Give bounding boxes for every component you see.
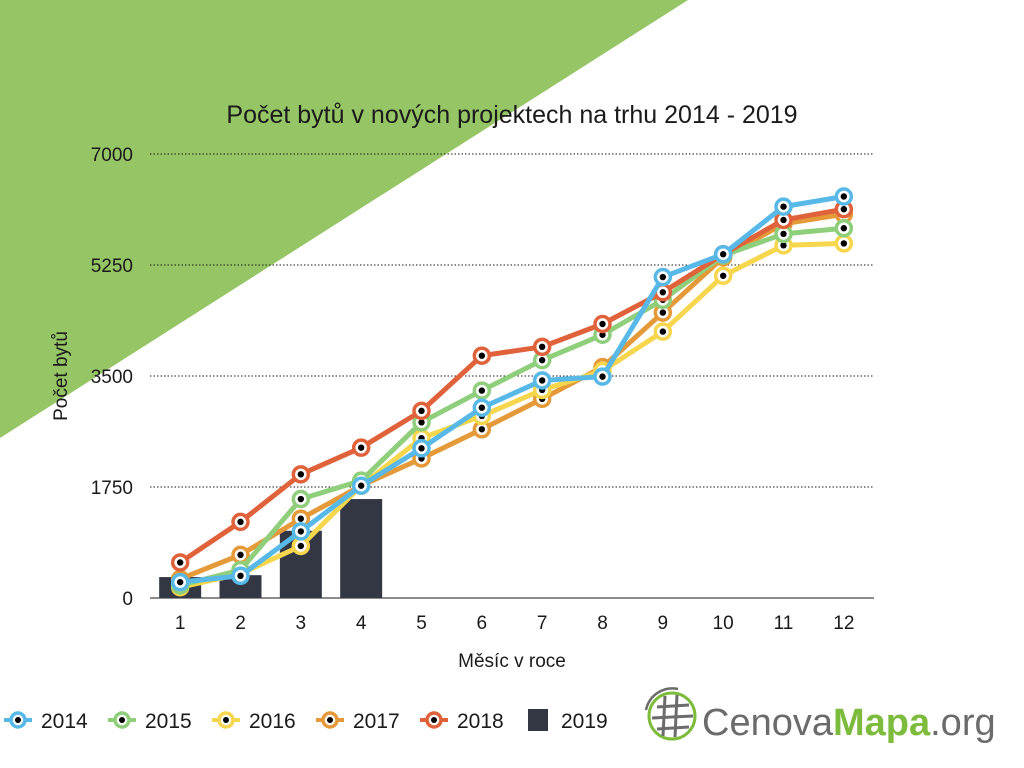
point-2018 <box>170 553 190 572</box>
legend-label: 2017 <box>353 710 400 733</box>
y-axis-label: Počet bytů <box>51 331 72 421</box>
point-2014 <box>170 572 190 592</box>
legend-swatch <box>212 711 240 729</box>
point-2014 <box>593 367 612 386</box>
legend-swatch <box>316 711 344 729</box>
y-tick-label: 5250 <box>91 256 133 277</box>
legend-item-2014: 2014 <box>4 710 88 733</box>
point-2014 <box>231 566 250 586</box>
x-tick-label: 8 <box>597 613 608 634</box>
point-2016 <box>834 234 854 253</box>
chart-title: Počet bytů v nových projektech na trhu 2… <box>226 101 797 129</box>
line-series <box>170 187 854 597</box>
point-2018 <box>291 465 311 484</box>
point-2014 <box>532 371 552 390</box>
point-2018 <box>532 337 552 357</box>
legend-label: 2019 <box>561 710 608 733</box>
point-2014 <box>291 522 311 541</box>
globe-icon <box>644 687 697 741</box>
x-tick-label: 10 <box>713 613 734 634</box>
legend-item-2019: 2019 <box>528 709 608 733</box>
x-tick-label: 11 <box>774 613 794 634</box>
legend-item-2016: 2016 <box>212 710 296 733</box>
line-2014 <box>177 193 847 585</box>
point-2016 <box>713 266 733 286</box>
point-2017 <box>231 545 250 565</box>
point-2014 <box>472 398 492 417</box>
legend-swatch <box>4 711 32 729</box>
legend-label: 2014 <box>41 710 88 733</box>
point-2018 <box>412 401 431 421</box>
point-2018 <box>472 346 492 365</box>
point-2018 <box>774 210 793 230</box>
legend-label: 2018 <box>457 710 504 733</box>
point-2018 <box>593 314 612 334</box>
line-2018 <box>177 206 847 565</box>
point-2014 <box>412 439 431 458</box>
x-axis-ticks: 1 2 3 4 5 6 7 8 9 10 11 12 <box>175 613 855 634</box>
legend-item-2017: 2017 <box>316 710 400 733</box>
legend-swatch <box>528 709 548 731</box>
x-tick-label: 9 <box>658 613 669 634</box>
point-2015 <box>472 381 492 400</box>
line-2015 <box>177 225 847 588</box>
x-tick-label: 7 <box>537 613 548 634</box>
legend: 2014 2015 2016 2017 2018 2019 <box>4 709 608 733</box>
y-tick-label: 3500 <box>91 367 133 388</box>
legend-item-2018: 2018 <box>420 710 504 733</box>
point-2014 <box>653 267 673 287</box>
point-2018 <box>351 438 371 457</box>
y-tick-label: 7000 <box>91 145 133 166</box>
x-tick-label: 12 <box>833 613 854 634</box>
y-axis-ticks: 0 1750 3500 5250 7000 <box>91 145 133 610</box>
line-2016 <box>177 240 847 590</box>
background-triangle <box>0 0 688 438</box>
point-2014 <box>834 187 854 206</box>
y-tick-label: 0 <box>122 589 133 610</box>
point-2014 <box>351 476 371 495</box>
legend-swatch <box>420 711 448 729</box>
x-tick-label: 2 <box>235 613 246 634</box>
point-2016 <box>291 536 311 556</box>
point-2016 <box>653 322 673 341</box>
point-2014 <box>774 197 793 216</box>
point-2018 <box>231 512 250 532</box>
x-tick-label: 1 <box>175 613 186 634</box>
point-2015 <box>834 218 854 238</box>
legend-swatch <box>108 711 136 729</box>
x-tick-label: 5 <box>416 613 427 634</box>
bar-2019 <box>219 575 262 598</box>
bar-2019 <box>340 499 383 598</box>
series-2018 <box>170 199 854 572</box>
point-2014 <box>713 244 733 264</box>
x-tick-label: 6 <box>477 613 488 634</box>
x-tick-label: 4 <box>356 613 367 634</box>
point-2015 <box>291 489 311 509</box>
series-2014 <box>170 187 854 592</box>
legend-item-2015: 2015 <box>108 710 192 733</box>
y-tick-label: 1750 <box>91 478 133 499</box>
x-tick-label: 3 <box>296 613 307 634</box>
x-axis-label: Měsíc v roce <box>458 651 566 672</box>
legend-label: 2016 <box>249 710 296 733</box>
point-2017 <box>653 303 673 322</box>
cenovamapa-logo: CenovaMapa.org <box>644 687 996 744</box>
legend-label: 2015 <box>145 710 192 733</box>
logo-text: CenovaMapa.org <box>702 702 996 744</box>
